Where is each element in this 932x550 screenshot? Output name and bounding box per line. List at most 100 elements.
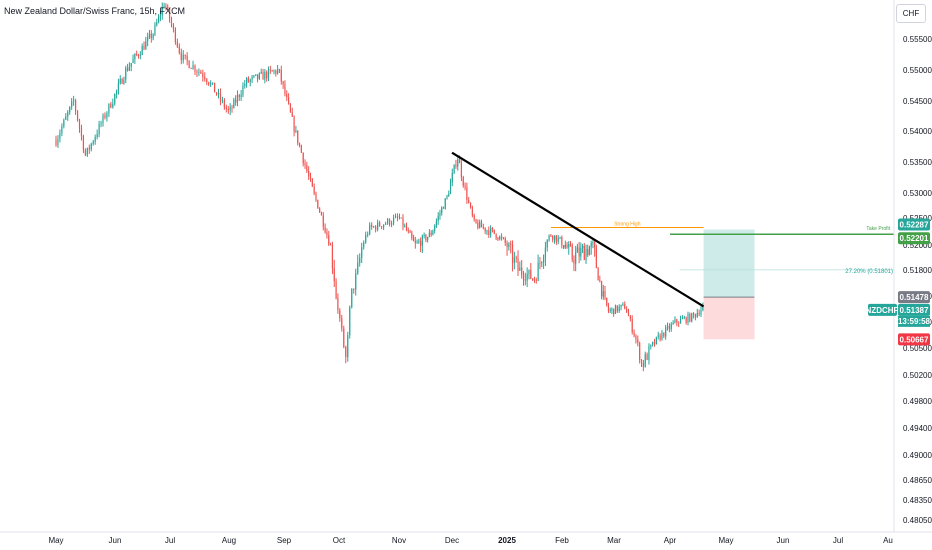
candle-body xyxy=(119,78,121,84)
candle-body xyxy=(88,147,90,150)
candle-body xyxy=(260,72,262,74)
candle-body xyxy=(448,194,450,196)
candle-body xyxy=(73,100,75,102)
candle-body xyxy=(466,187,468,200)
candle-body xyxy=(184,54,186,56)
candle-body xyxy=(213,82,216,93)
candle-body xyxy=(451,173,453,183)
price-tag-label: 0.51387 xyxy=(900,306,929,315)
candle-body xyxy=(242,85,244,95)
candle-body xyxy=(432,230,434,236)
time-tick-label: 2025 xyxy=(498,536,516,545)
price-tick-label: 0.49000 xyxy=(903,451,932,460)
candle-body xyxy=(491,228,494,230)
price-tick-label: 0.48350 xyxy=(903,496,932,505)
candle-body xyxy=(212,82,214,84)
candle-body xyxy=(174,28,177,43)
candle-body xyxy=(309,176,312,179)
profit-zone[interactable] xyxy=(703,229,755,298)
candle-body xyxy=(423,234,425,236)
countdown-label: 13:59:58 xyxy=(898,317,931,326)
price-tag-label: 0.52287 xyxy=(900,221,929,230)
candle-body xyxy=(277,69,279,74)
candle-body xyxy=(223,100,225,108)
price-tick-label: 0.48650 xyxy=(903,476,932,485)
candle-body xyxy=(145,41,147,50)
price-tags: 0.52287 0.52201 0.51478 0.51387 13:59:58 NZDC… xyxy=(866,218,931,346)
candle-body xyxy=(407,230,409,232)
loss-zone[interactable] xyxy=(703,297,755,340)
candle-body xyxy=(670,324,672,330)
candle-body xyxy=(533,278,536,281)
candle-body xyxy=(652,342,654,345)
price-tick-label: 0.50200 xyxy=(903,371,932,380)
candle-body xyxy=(616,305,618,312)
candle-body xyxy=(528,269,530,275)
candle-body xyxy=(247,78,250,82)
candle-body xyxy=(69,106,71,113)
candle-body xyxy=(434,226,436,231)
candle-body xyxy=(539,262,541,264)
candle-body xyxy=(244,84,246,86)
candle-body xyxy=(477,223,479,229)
candle-body xyxy=(513,257,515,263)
candle-body xyxy=(573,259,575,264)
candle-body xyxy=(351,288,353,308)
candle-body xyxy=(258,73,260,79)
candle-body xyxy=(396,216,399,218)
candle-body xyxy=(271,70,273,72)
price-tick-label: 0.49400 xyxy=(903,424,932,433)
candle-body xyxy=(458,159,461,164)
candle-body xyxy=(86,147,88,156)
candle-body xyxy=(437,215,439,221)
candle-body xyxy=(284,84,286,95)
candle-body xyxy=(293,116,295,132)
candle-body xyxy=(63,119,65,127)
time-tick-label: Jul xyxy=(833,536,843,545)
candle-body xyxy=(357,262,359,274)
candle-body xyxy=(517,258,519,271)
candle-body xyxy=(546,239,548,248)
candle-body xyxy=(576,247,578,253)
candle-body xyxy=(227,108,229,111)
candle-body xyxy=(532,278,534,280)
candle-body xyxy=(486,230,488,232)
candle-body xyxy=(375,226,377,230)
candle-body xyxy=(555,235,557,242)
candle-body xyxy=(564,244,566,248)
candle-body xyxy=(702,305,704,310)
candle-body xyxy=(409,231,411,233)
candle-body xyxy=(231,107,233,109)
candle-body xyxy=(583,246,585,261)
candle-body xyxy=(519,267,521,271)
candle-body xyxy=(696,313,698,317)
candle-body xyxy=(585,249,587,261)
time-tick-label: Feb xyxy=(555,536,569,545)
price-tick-label: 0.53000 xyxy=(903,189,932,198)
candle-body xyxy=(606,297,608,306)
trendline[interactable] xyxy=(451,151,705,308)
candle-body xyxy=(493,229,495,234)
candle-body xyxy=(295,130,297,132)
candle-body xyxy=(147,36,149,42)
candle-body xyxy=(462,177,464,186)
price-axis[interactable]: 0.55500 0.55000 0.54500 0.54000 0.53500 0.530… xyxy=(903,35,932,525)
candle-body xyxy=(159,15,162,17)
candle-body xyxy=(611,308,613,311)
candle-body xyxy=(126,68,129,71)
candle-body xyxy=(302,152,304,164)
candle-body xyxy=(190,67,192,69)
candle-body xyxy=(198,71,200,73)
candle-body xyxy=(442,207,445,209)
candle-body xyxy=(581,246,584,248)
candle-body xyxy=(475,219,477,224)
candle-body xyxy=(592,241,594,244)
currency-button[interactable]: CHF xyxy=(896,4,926,23)
candle-body xyxy=(504,238,506,243)
time-axis[interactable]: May Jun Jul Aug Sep Oct Nov Dec 2025 Feb Mar Apr May… xyxy=(48,536,892,545)
candle-body xyxy=(599,280,601,282)
candle-body xyxy=(161,6,163,16)
candle-body xyxy=(469,202,472,208)
candle-body xyxy=(471,207,473,216)
